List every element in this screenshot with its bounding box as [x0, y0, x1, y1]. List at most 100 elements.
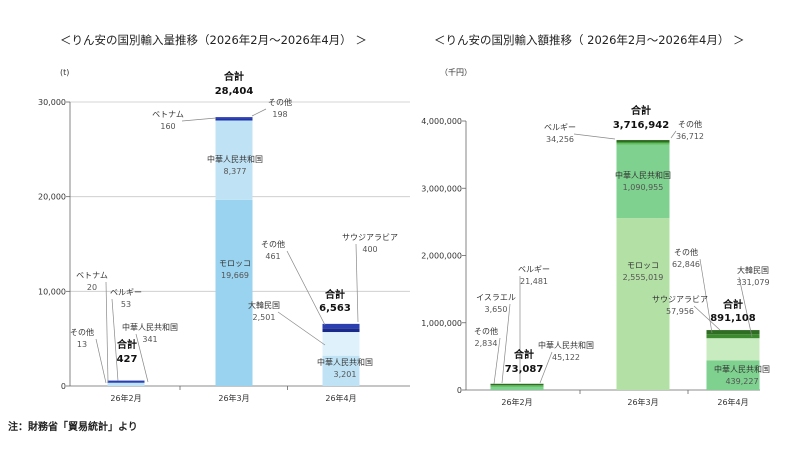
total-value: 891,108 [710, 313, 756, 324]
bar-segment [706, 360, 760, 390]
leader-line [181, 117, 217, 122]
y-tick-label: 4,000,000 [421, 117, 462, 126]
annotation-label: モロッコ [219, 259, 251, 268]
annotation-value: 45,122 [552, 353, 580, 362]
y-tick-label: 3,000,000 [421, 184, 462, 193]
bar-segment [706, 334, 760, 339]
source-note: 注：財務省「貿易統計」より [8, 422, 138, 433]
annotation-label: ベトナム [152, 110, 184, 119]
leader-line [501, 303, 511, 384]
annotation-label: 中華人民共和国 [714, 364, 770, 374]
bar-segment [490, 385, 544, 387]
annotation-value: 160 [160, 122, 175, 131]
annotation-label: ベルギー [544, 123, 576, 132]
annotation-label: その他 [261, 239, 285, 249]
leader-line [277, 311, 326, 346]
leader-line [693, 305, 721, 331]
leader-line [493, 337, 501, 385]
total-label: 合計 [116, 338, 137, 351]
annotation-value: 1,090,955 [623, 183, 664, 192]
x-tick-label: 26年3月 [218, 393, 249, 403]
bar-segment [215, 117, 253, 119]
total-value: 427 [117, 354, 138, 365]
total-label: 合計 [513, 348, 534, 361]
annotation-label: 中華人民共和国 [207, 154, 263, 164]
total-value: 73,087 [505, 364, 544, 375]
bar-segment [107, 382, 145, 386]
annotation-value: 57,956 [666, 307, 694, 316]
annotation-value: 461 [265, 252, 280, 261]
y-tick-label: 0 [457, 386, 462, 395]
y-tick-label: 20,000 [38, 193, 66, 202]
leader-line [670, 130, 677, 139]
bar-segment [322, 323, 360, 329]
annotation-value: 198 [272, 110, 287, 119]
annotation-value: 3,650 [485, 305, 508, 314]
y-tick-label: 0 [61, 382, 66, 391]
y-tick-label: 30,000 [38, 98, 66, 107]
annotation-label: モロッコ [627, 261, 659, 270]
leader-line [135, 333, 149, 383]
annotation-label: 中華人民共和国 [538, 340, 594, 350]
x-tick-label: 26年4月 [325, 393, 356, 403]
annotation-value: 8,377 [224, 167, 247, 176]
annotation-value: 331,079 [736, 278, 769, 287]
annotation-value: 53 [121, 300, 131, 309]
annotation-label: 中華人民共和国 [615, 170, 671, 180]
annotation-label: サウジアラビア [342, 233, 398, 242]
annotation-value: 3,201 [334, 370, 357, 379]
leader-line [573, 133, 616, 140]
bar-segment [616, 142, 670, 145]
annotation-label: 中華人民共和国 [122, 322, 178, 332]
annotation-value: 20 [87, 283, 97, 292]
bar-segment [107, 380, 145, 383]
bar-segment [215, 118, 253, 121]
y-axis-unit: (t) [60, 68, 69, 77]
total-value: 3,716,942 [613, 120, 669, 131]
annotation-label: その他 [678, 119, 702, 129]
annotation-label: サウジアラビア [652, 295, 708, 304]
annotation-label: ベルギー [110, 288, 142, 297]
annotation-value: 36,712 [676, 132, 704, 141]
annotation-value: 34,256 [546, 135, 574, 144]
leader-line [251, 108, 267, 117]
bar-segment [322, 332, 360, 356]
leader-line [539, 351, 553, 384]
y-tick-label: 2,000,000 [421, 252, 462, 261]
bar-segment [706, 338, 760, 361]
y-tick-label: 10,000 [38, 287, 66, 296]
bar-segment [322, 355, 360, 386]
annotation-value: 2,501 [253, 313, 276, 322]
annotation-value: 439,227 [725, 377, 758, 386]
bar-segment [616, 218, 670, 390]
annotation-value: 2,555,019 [623, 273, 664, 282]
annotation-value: 13 [77, 340, 87, 349]
chart-title: ＜りん安の国別輸入額推移（ 2026年2月～2026年4月） ＞ [434, 33, 744, 47]
annotation-label: その他 [268, 97, 292, 107]
annotation-label: その他 [70, 327, 94, 337]
total-label: 合計 [630, 104, 651, 117]
x-tick-label: 26年2月 [501, 397, 532, 407]
total-label: 合計 [324, 288, 345, 301]
leader-line [111, 298, 119, 382]
bar-segment [490, 383, 544, 386]
total-value: 28,404 [215, 86, 254, 97]
x-tick-label: 26年4月 [717, 397, 748, 407]
bar-segment [616, 144, 670, 219]
annotation-label: ベルギー [518, 265, 550, 274]
leader-line [95, 338, 107, 384]
total-value: 6,563 [319, 303, 351, 314]
annotation-value: 400 [362, 245, 377, 254]
leader-line [738, 276, 753, 338]
annotation-value: 341 [142, 335, 157, 344]
leader-line [286, 250, 326, 326]
bar-segment [322, 328, 360, 333]
total-label: 合計 [223, 70, 244, 83]
annotation-label: 大韓民国 [248, 300, 280, 310]
annotation-label: 大韓民国 [737, 265, 769, 275]
annotation-label: ベトナム [76, 271, 108, 280]
annotation-value: 62,846 [672, 260, 700, 269]
y-axis-unit: （千円） [440, 67, 472, 77]
annotation-value: 2,834 [475, 339, 498, 348]
